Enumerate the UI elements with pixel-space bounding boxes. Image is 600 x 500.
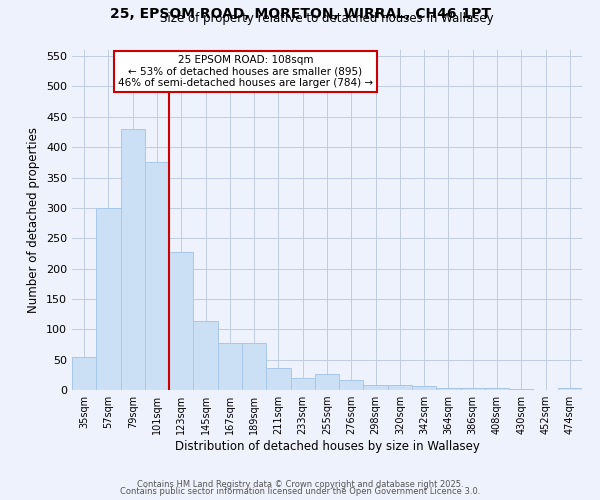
Bar [412,386,436,390]
Bar [72,356,96,390]
Bar [558,388,582,390]
Bar [193,322,218,390]
Bar [121,129,145,390]
Bar [169,252,193,390]
Bar [388,384,412,390]
Bar [96,208,121,390]
Text: Contains HM Land Registry data © Crown copyright and database right 2025.: Contains HM Land Registry data © Crown c… [137,480,463,489]
Text: 25 EPSOM ROAD: 108sqm
← 53% of detached houses are smaller (895)
46% of semi-det: 25 EPSOM ROAD: 108sqm ← 53% of detached … [118,55,373,88]
Bar [339,380,364,390]
Bar [266,368,290,390]
Text: Contains public sector information licensed under the Open Government Licence 3.: Contains public sector information licen… [120,487,480,496]
Bar [364,384,388,390]
Title: Size of property relative to detached houses in Wallasey: Size of property relative to detached ho… [160,12,494,25]
Bar [436,388,461,390]
Text: 25, EPSOM ROAD, MORETON, WIRRAL, CH46 1PT: 25, EPSOM ROAD, MORETON, WIRRAL, CH46 1P… [110,8,491,22]
Y-axis label: Number of detached properties: Number of detached properties [28,127,40,313]
Bar [461,388,485,390]
Bar [145,162,169,390]
Bar [315,374,339,390]
Bar [290,378,315,390]
Bar [242,342,266,390]
Bar [218,342,242,390]
Bar [485,388,509,390]
X-axis label: Distribution of detached houses by size in Wallasey: Distribution of detached houses by size … [175,440,479,453]
